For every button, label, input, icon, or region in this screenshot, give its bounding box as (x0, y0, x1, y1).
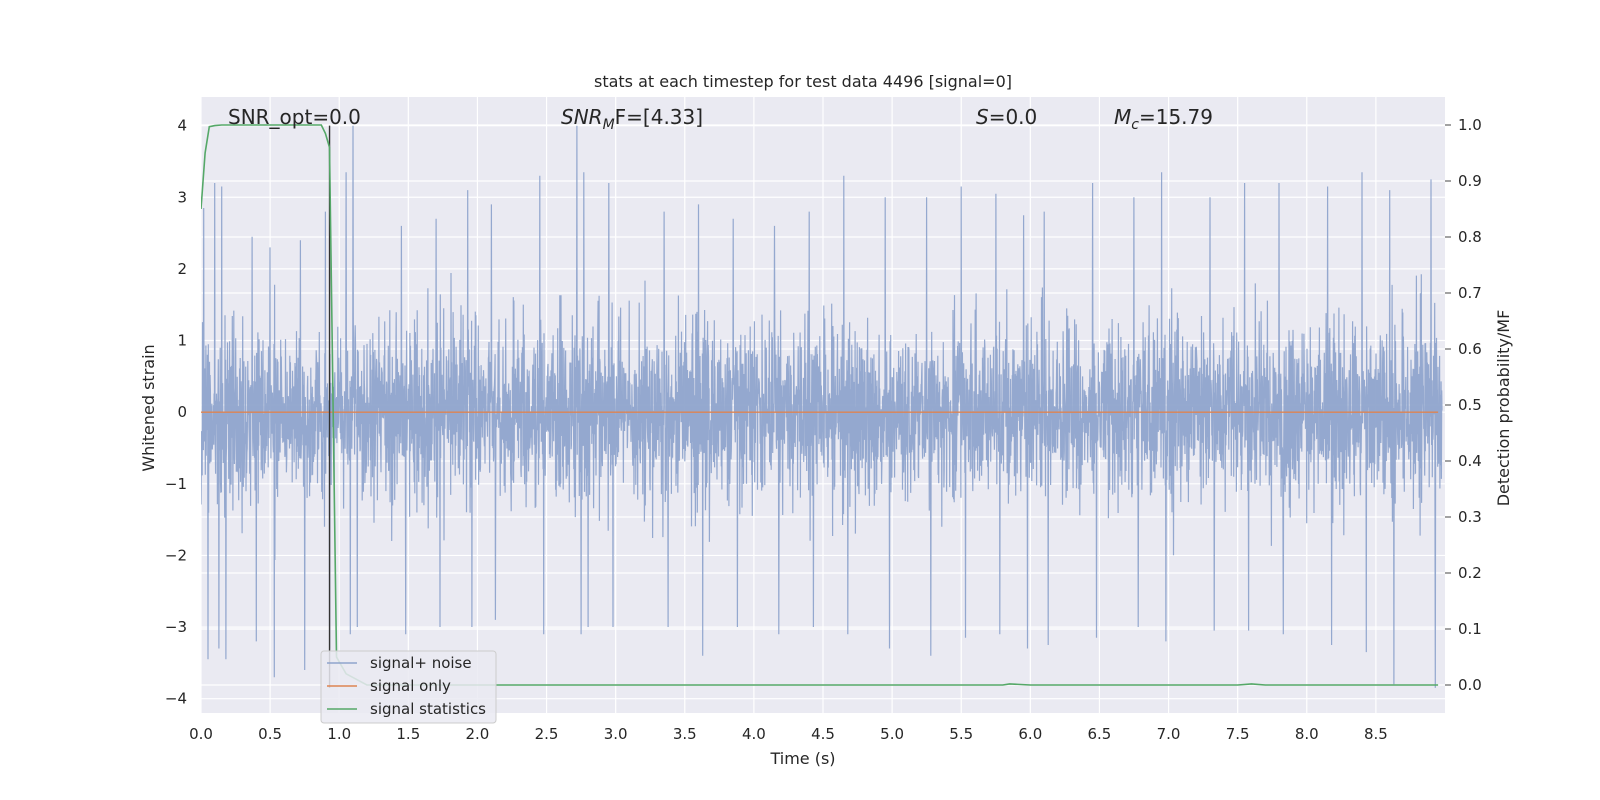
annotation-mc: Mc=15.79 (1114, 105, 1213, 133)
series-signal-statistics (201, 124, 1439, 686)
x-tick-label: 2.0 (466, 725, 490, 743)
x-tick-label: 1.0 (327, 725, 351, 743)
legend-label-signal-noise: signal+ noise (370, 654, 472, 672)
x-tick-label: 4.0 (742, 725, 766, 743)
annotation-snr-mf-sub: M (603, 117, 615, 133)
x-tick-label: 7.0 (1157, 725, 1181, 743)
y-right-tick-label: 0.8 (1458, 228, 1482, 246)
annotation-snr-mf-rest: F=[4.33] (615, 105, 703, 129)
y-right-tick-label: 0.4 (1458, 452, 1482, 470)
y-right-axis-label: Detection probability/MF (1494, 310, 1513, 507)
series-group (201, 124, 1443, 688)
x-tick-label: 3.0 (604, 725, 628, 743)
x-axis-label: Time (s) (769, 749, 835, 768)
y-left-tick-label: 4 (177, 117, 187, 135)
y-right-tick-label: 0.3 (1458, 508, 1482, 526)
y-right-tick-label: 0.7 (1458, 284, 1482, 302)
y-left-tick-label: −4 (165, 690, 187, 708)
x-tick-label: 1.5 (396, 725, 420, 743)
annotation-snr-mf-main: SNR (561, 105, 603, 129)
y-right-tick-label: 0.2 (1458, 564, 1482, 582)
y-right-axis-ticks: 0.0 0.1 0.2 0.3 0.4 0.5 0.6 0.7 0.8 0.9 1.0 (1445, 116, 1482, 694)
y-right-tick-label: 0.0 (1458, 676, 1482, 694)
x-tick-label: 4.5 (811, 725, 835, 743)
legend: signal+ noise signal only signal statist… (320, 650, 497, 724)
y-right-tick-label: 1.0 (1458, 116, 1482, 134)
annotation-s: S=0.0 (976, 105, 1037, 129)
y-right-tick-label: 0.6 (1458, 340, 1482, 358)
y-left-tick-label: 2 (177, 260, 187, 278)
y-right-tick-label: 0.5 (1458, 396, 1482, 414)
y-left-axis-ticks: −4 −3 −2 −1 0 1 2 3 4 (165, 117, 187, 708)
x-tick-label: 5.0 (880, 725, 904, 743)
x-tick-label: 6.0 (1018, 725, 1042, 743)
y-left-tick-label: 0 (177, 403, 187, 421)
annotation-mc-main: M (1114, 105, 1131, 129)
y-left-tick-label: −3 (165, 618, 187, 636)
x-tick-label: 0.0 (189, 725, 213, 743)
x-tick-label: 8.5 (1364, 725, 1388, 743)
legend-box (320, 650, 497, 724)
x-tick-label: 6.5 (1088, 725, 1112, 743)
annotation-mc-sub: c (1131, 117, 1139, 133)
annotation-mc-rest: =15.79 (1139, 105, 1213, 129)
chart-title: stats at each timestep for test data 449… (594, 72, 1012, 91)
plot-area (201, 124, 1443, 688)
legend-label-signal-statistics: signal statistics (370, 700, 486, 718)
y-left-axis-label: Whitened strain (139, 344, 158, 471)
x-tick-label: 8.0 (1295, 725, 1319, 743)
x-tick-label: 0.5 (258, 725, 282, 743)
x-tick-label: 3.5 (673, 725, 697, 743)
y-right-tick-label: 0.1 (1458, 620, 1482, 638)
y-left-tick-label: 3 (177, 188, 187, 206)
annotation-snr-mf: SNRMF=[4.33] (561, 105, 703, 133)
legend-label-signal-only: signal only (370, 677, 451, 695)
y-left-tick-label: −1 (165, 475, 187, 493)
annotation-snr-opt: SNR_opt=0.0 (228, 105, 361, 129)
x-tick-label: 5.5 (949, 725, 973, 743)
x-axis-ticks: 0.0 0.5 1.0 1.5 2.0 2.5 3.0 3.5 4.0 4.5 5.0 5.5 6.0 6… (189, 725, 1388, 743)
annotation-s-main: S (976, 105, 989, 129)
x-tick-label: 2.5 (535, 725, 559, 743)
y-left-tick-label: 1 (177, 332, 187, 350)
y-right-tick-label: 0.9 (1458, 172, 1482, 190)
x-tick-label: 7.5 (1226, 725, 1250, 743)
y-left-tick-label: −2 (165, 546, 187, 564)
annotation-s-rest: =0.0 (989, 105, 1038, 129)
